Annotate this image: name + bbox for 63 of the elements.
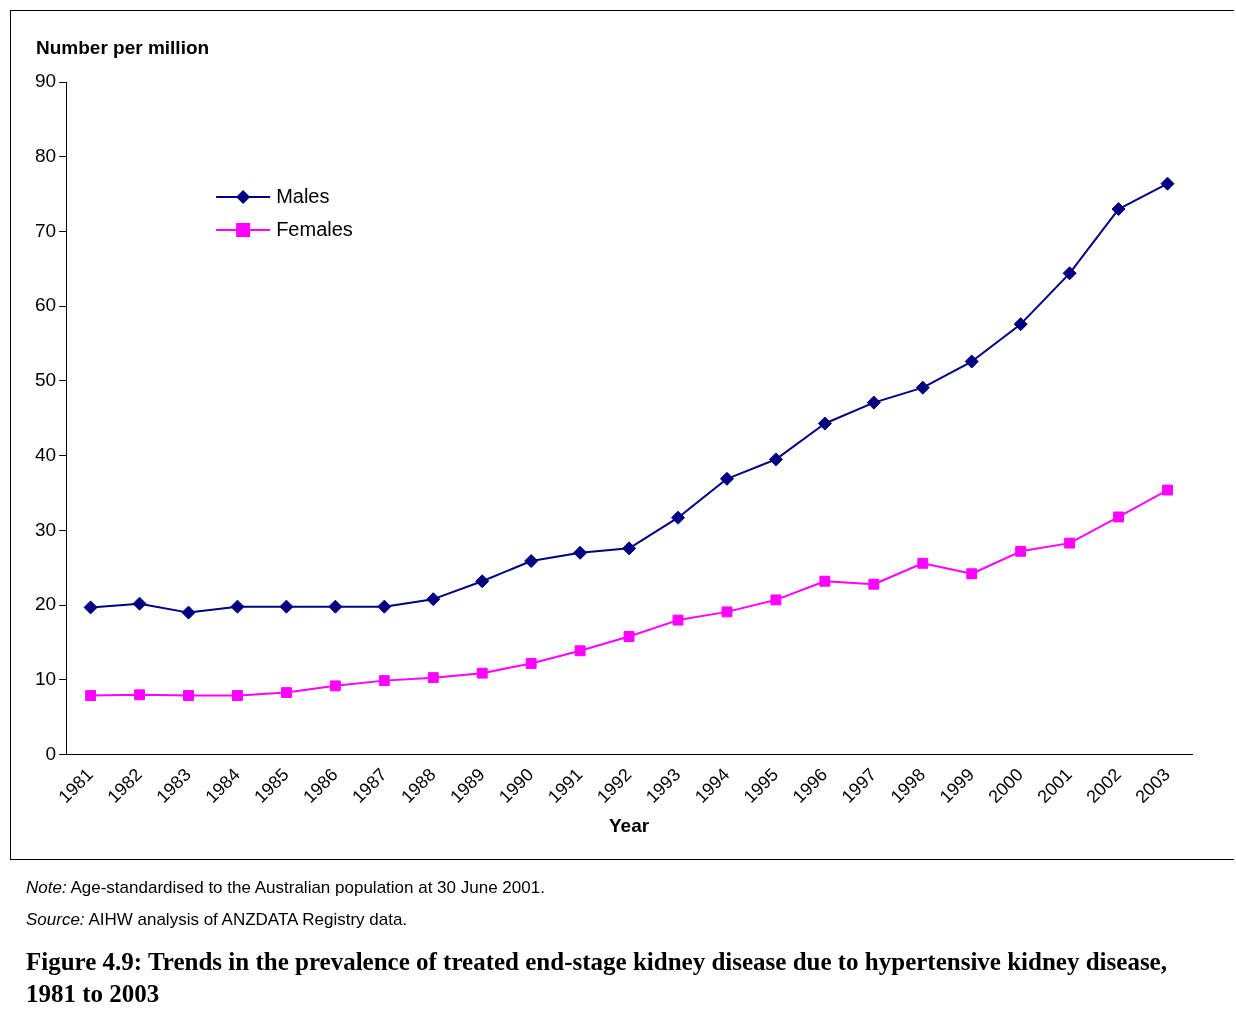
point — [328, 599, 343, 614]
point — [1113, 511, 1125, 523]
point — [1160, 176, 1175, 191]
point — [623, 631, 635, 642]
point — [1015, 545, 1027, 557]
point — [1162, 484, 1173, 496]
point — [525, 657, 537, 669]
point — [721, 606, 733, 618]
point — [132, 596, 147, 611]
point — [622, 541, 637, 556]
point — [378, 675, 390, 687]
point — [280, 687, 292, 699]
point — [573, 545, 588, 560]
y-tick-label: 20 — [34, 593, 57, 615]
text: Note: Age-standardised to the Australian population at 30 June 2001. — [26, 878, 545, 898]
text: Figure 4.9: Trends in the prevalence of treated end-stage kidney disease due to hypertensive kidney disease, 1981 to 2003 — [26, 947, 1168, 1009]
y-tick-label: 90 — [34, 70, 57, 92]
point — [181, 605, 196, 620]
y-tick-label: 40 — [34, 443, 57, 465]
point — [279, 599, 294, 614]
point — [183, 690, 194, 702]
point — [866, 395, 881, 410]
y-tick-label: 30 — [34, 518, 57, 540]
point — [768, 452, 783, 467]
point — [232, 690, 243, 702]
source-note: Source: AIHW analysis of ANZDATA Registry data. — [26, 910, 409, 930]
point — [1013, 317, 1028, 332]
point — [426, 592, 441, 607]
point — [377, 599, 392, 614]
y-tick-label: 60 — [34, 294, 57, 316]
point — [476, 667, 488, 679]
y-tick-label: 0 — [45, 742, 57, 764]
point — [85, 690, 97, 702]
y-tick-label: 80 — [34, 144, 57, 166]
point — [475, 574, 490, 589]
point — [574, 645, 586, 657]
point — [868, 578, 880, 590]
point — [915, 380, 930, 395]
point — [719, 471, 734, 486]
point — [966, 568, 978, 580]
legend-label: Females — [276, 217, 353, 240]
y-tick-label: 10 — [34, 668, 57, 690]
point — [230, 599, 245, 614]
point — [524, 554, 539, 569]
point — [83, 600, 98, 615]
y-axis-title: Number per million — [36, 37, 210, 59]
point — [917, 557, 929, 569]
point — [671, 510, 686, 525]
point — [1111, 202, 1126, 217]
point — [329, 680, 341, 692]
legend-label: Males — [276, 184, 330, 207]
point — [964, 354, 979, 369]
y-tick-label: 50 — [34, 369, 57, 391]
point — [1062, 266, 1077, 281]
point — [770, 594, 782, 606]
point — [427, 672, 439, 684]
point — [1064, 537, 1076, 549]
x-axis-title: Year — [608, 814, 650, 836]
point — [134, 689, 146, 701]
point — [819, 575, 831, 587]
point — [817, 416, 832, 431]
y-tick-label: 70 — [34, 219, 57, 241]
point — [672, 614, 684, 626]
